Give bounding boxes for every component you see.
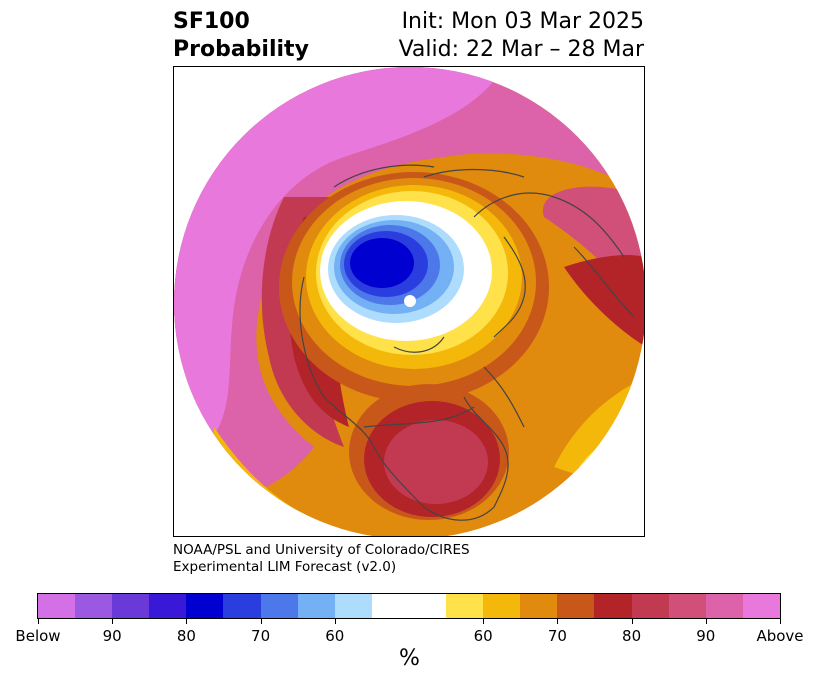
- colorbar-segment: [557, 594, 595, 618]
- colorbar-segment: [371, 594, 409, 618]
- credit-line-1: NOAA/PSL and University of Colorado/CIRE…: [173, 542, 470, 558]
- colorbar-segment: [631, 594, 669, 618]
- colorbar-tick-label: 90: [102, 627, 122, 645]
- colorbar-segment: [334, 594, 372, 618]
- colorbar-tick: [557, 619, 559, 624]
- colorbar-segment: [149, 594, 187, 618]
- coastlines: [299, 164, 635, 521]
- colorbar-tick: [705, 619, 707, 624]
- colorbar-tick: [112, 619, 114, 624]
- colorbar-segment: [260, 594, 298, 618]
- colorbar-segment: [594, 594, 632, 618]
- colorbar-tick-label: 90: [696, 627, 716, 645]
- colorbar-segment: [705, 594, 743, 618]
- credit-line-2: Experimental LIM Forecast (v2.0): [173, 559, 397, 575]
- colorbar-segment: [112, 594, 150, 618]
- colorbar-tick: [631, 619, 633, 624]
- band-magenta: [174, 67, 504, 467]
- colorbar-tick: [186, 619, 188, 624]
- forecast-map: [173, 66, 645, 537]
- band-rose-east: [542, 186, 644, 317]
- colorbar-segment: [38, 594, 76, 618]
- colorbar-segment: [668, 594, 706, 618]
- variable-name: SF100: [173, 9, 250, 34]
- colorbar-segment: [446, 594, 484, 618]
- valid-range: Valid: 22 Mar – 28 Mar: [398, 37, 644, 62]
- colorbar-segment: [742, 594, 780, 618]
- colorbar-tick: [483, 619, 485, 624]
- product-kind: Probability: [173, 37, 309, 62]
- colorbar-segment: [297, 594, 335, 618]
- band-red-east: [564, 255, 644, 347]
- polar-map-svg: [174, 67, 644, 536]
- colorbar-tick-label: 60: [473, 627, 493, 645]
- colorbar-tick-label: Below: [15, 627, 61, 645]
- init-date: Init: Mon 03 Mar 2025: [401, 9, 644, 34]
- colorbar-tick: [260, 619, 262, 624]
- colorbar-tick-label: Above: [756, 627, 804, 645]
- colorbar-tick: [780, 619, 781, 624]
- map-title-left: SF100 Probability: [173, 8, 309, 64]
- colorbar-segment: [75, 594, 113, 618]
- colorbar-segment: [408, 594, 447, 618]
- colorbar-tick-label: 80: [176, 627, 196, 645]
- blue-80: [350, 238, 414, 288]
- colorbar-segment: [483, 594, 521, 618]
- colorbar-unit: %: [399, 646, 420, 671]
- colorbar: [37, 593, 781, 619]
- colorbar-ticks: Below 90 80 70 60 60 70 80 90 Above: [15, 619, 804, 645]
- colorbar-tick: [334, 619, 336, 624]
- colorbar-segment: [520, 594, 558, 618]
- na-crimson: [384, 420, 488, 504]
- colorbar-segment: [186, 594, 224, 618]
- colorbar-tick-label: 60: [325, 627, 345, 645]
- pole-hole: [404, 295, 416, 307]
- map-title-right: Init: Mon 03 Mar 2025 Valid: 22 Mar – 28…: [399, 8, 644, 64]
- colorbar-tick: [38, 619, 39, 624]
- colorbar-tick-label: 70: [547, 627, 567, 645]
- credit-text: NOAA/PSL and University of Colorado/CIRE…: [173, 542, 470, 576]
- colorbar-tick-label: 70: [251, 627, 271, 645]
- colorbar-segment: [223, 594, 261, 618]
- colorbar-tick-label: 80: [622, 627, 642, 645]
